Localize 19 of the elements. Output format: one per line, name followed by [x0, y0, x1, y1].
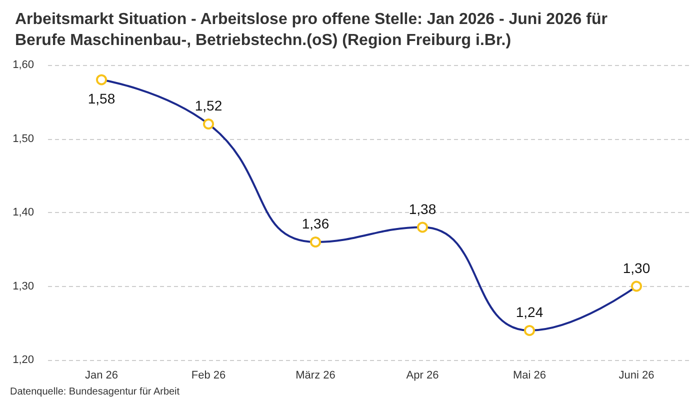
x-tick-label: Jan 26	[84, 370, 118, 382]
y-tick-label: 1,20	[12, 354, 34, 366]
data-label: 1,38	[408, 200, 436, 217]
x-tick-label: Mai 26	[512, 370, 546, 382]
text: Datenquelle: Bundesagentur für Arbeit	[10, 386, 180, 398]
data-label: 1,36	[302, 216, 330, 232]
chart-title: Arbeitsmarkt Situation - Arbeitslose pro offene Stelle: Jan 2026 - Juni 2026 für Berufe Maschinenbau-, Betriebstechn.(oS) (Region Freiburg i.Br.)	[15, 11, 612, 49]
data-label: 1,52	[194, 98, 222, 114]
y-tick-label: 1,60	[12, 59, 34, 71]
x-tick-label: Apr 26	[406, 370, 439, 382]
x-tick-label: Juni 26	[618, 370, 654, 382]
data-label: 1,30	[622, 260, 650, 276]
data-label: 1,24	[516, 304, 544, 320]
x-tick-label: März 26	[296, 370, 336, 382]
x-tick-label: Feb 26	[191, 370, 226, 382]
y-tick-label: 1,30	[12, 280, 34, 292]
data-label: 1,58	[88, 90, 116, 106]
y-tick-label: 1,50	[12, 132, 34, 145]
y-tick-label: 1,40	[12, 206, 34, 218]
